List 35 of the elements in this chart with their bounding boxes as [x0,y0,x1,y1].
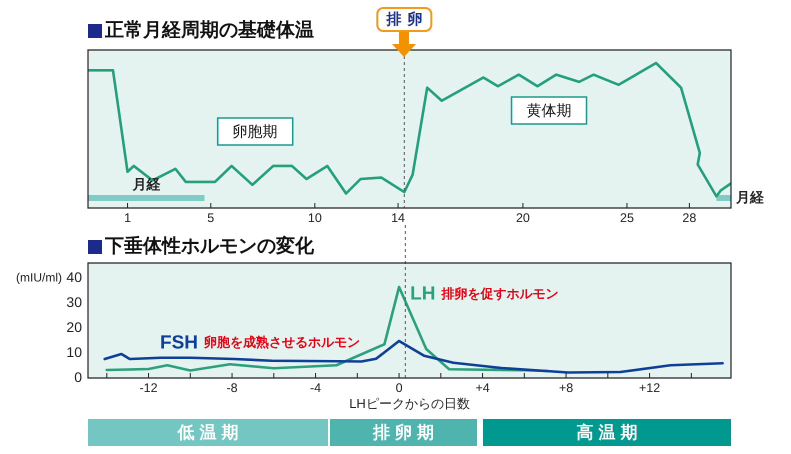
x-tick-label: +8 [558,380,574,395]
x-tick-label: 1 [124,210,132,225]
text: 低温期 [176,423,244,442]
y-tick-label: 20 [66,318,82,335]
x-tick-label: 10 [308,210,322,225]
x-tick-label: 28 [682,210,696,225]
x-tick-label: 5 [207,210,214,225]
x-tick-label: 0 [396,380,403,395]
series-label: FSH [160,332,198,354]
annotation: 黄体期 [526,102,572,120]
annotation: 排卵を促すホルモン [440,286,558,301]
y-axis-title: (mIU/ml) [16,270,62,284]
x-tick-label: 20 [516,210,530,225]
chart-title: 下垂体性ホルモンの変化 [105,236,314,258]
band-label: 月経 [131,176,162,192]
x-tick-label: +4 [475,380,490,395]
series-label: LH [410,284,436,305]
x-tick-label: -8 [226,380,238,395]
band-label: 月経 [735,188,765,205]
y-tick-label: 30 [66,294,82,310]
x-tick-label: 14 [391,210,406,225]
text: 排卵期 [372,423,439,442]
y-tick-label: 0 [74,368,82,385]
text: 高温期 [576,423,642,442]
x-tick-label: 25 [620,210,634,225]
x-tick-label: -4 [310,380,322,395]
chart-title: 正常月経周期の基礎体温 [105,20,314,42]
y-tick-label: 10 [66,344,82,360]
x-axis-title: LHピークからの日数 [349,396,470,411]
annotation: 卵胞を成熟させるホルモン [203,334,360,350]
annotation: 卵胞期 [232,124,278,141]
y-tick-label: 40 [66,268,82,285]
x-tick-label: +12 [638,380,660,395]
x-tick-label: -12 [140,380,158,395]
ref-line-label: 排卵 [385,11,428,28]
